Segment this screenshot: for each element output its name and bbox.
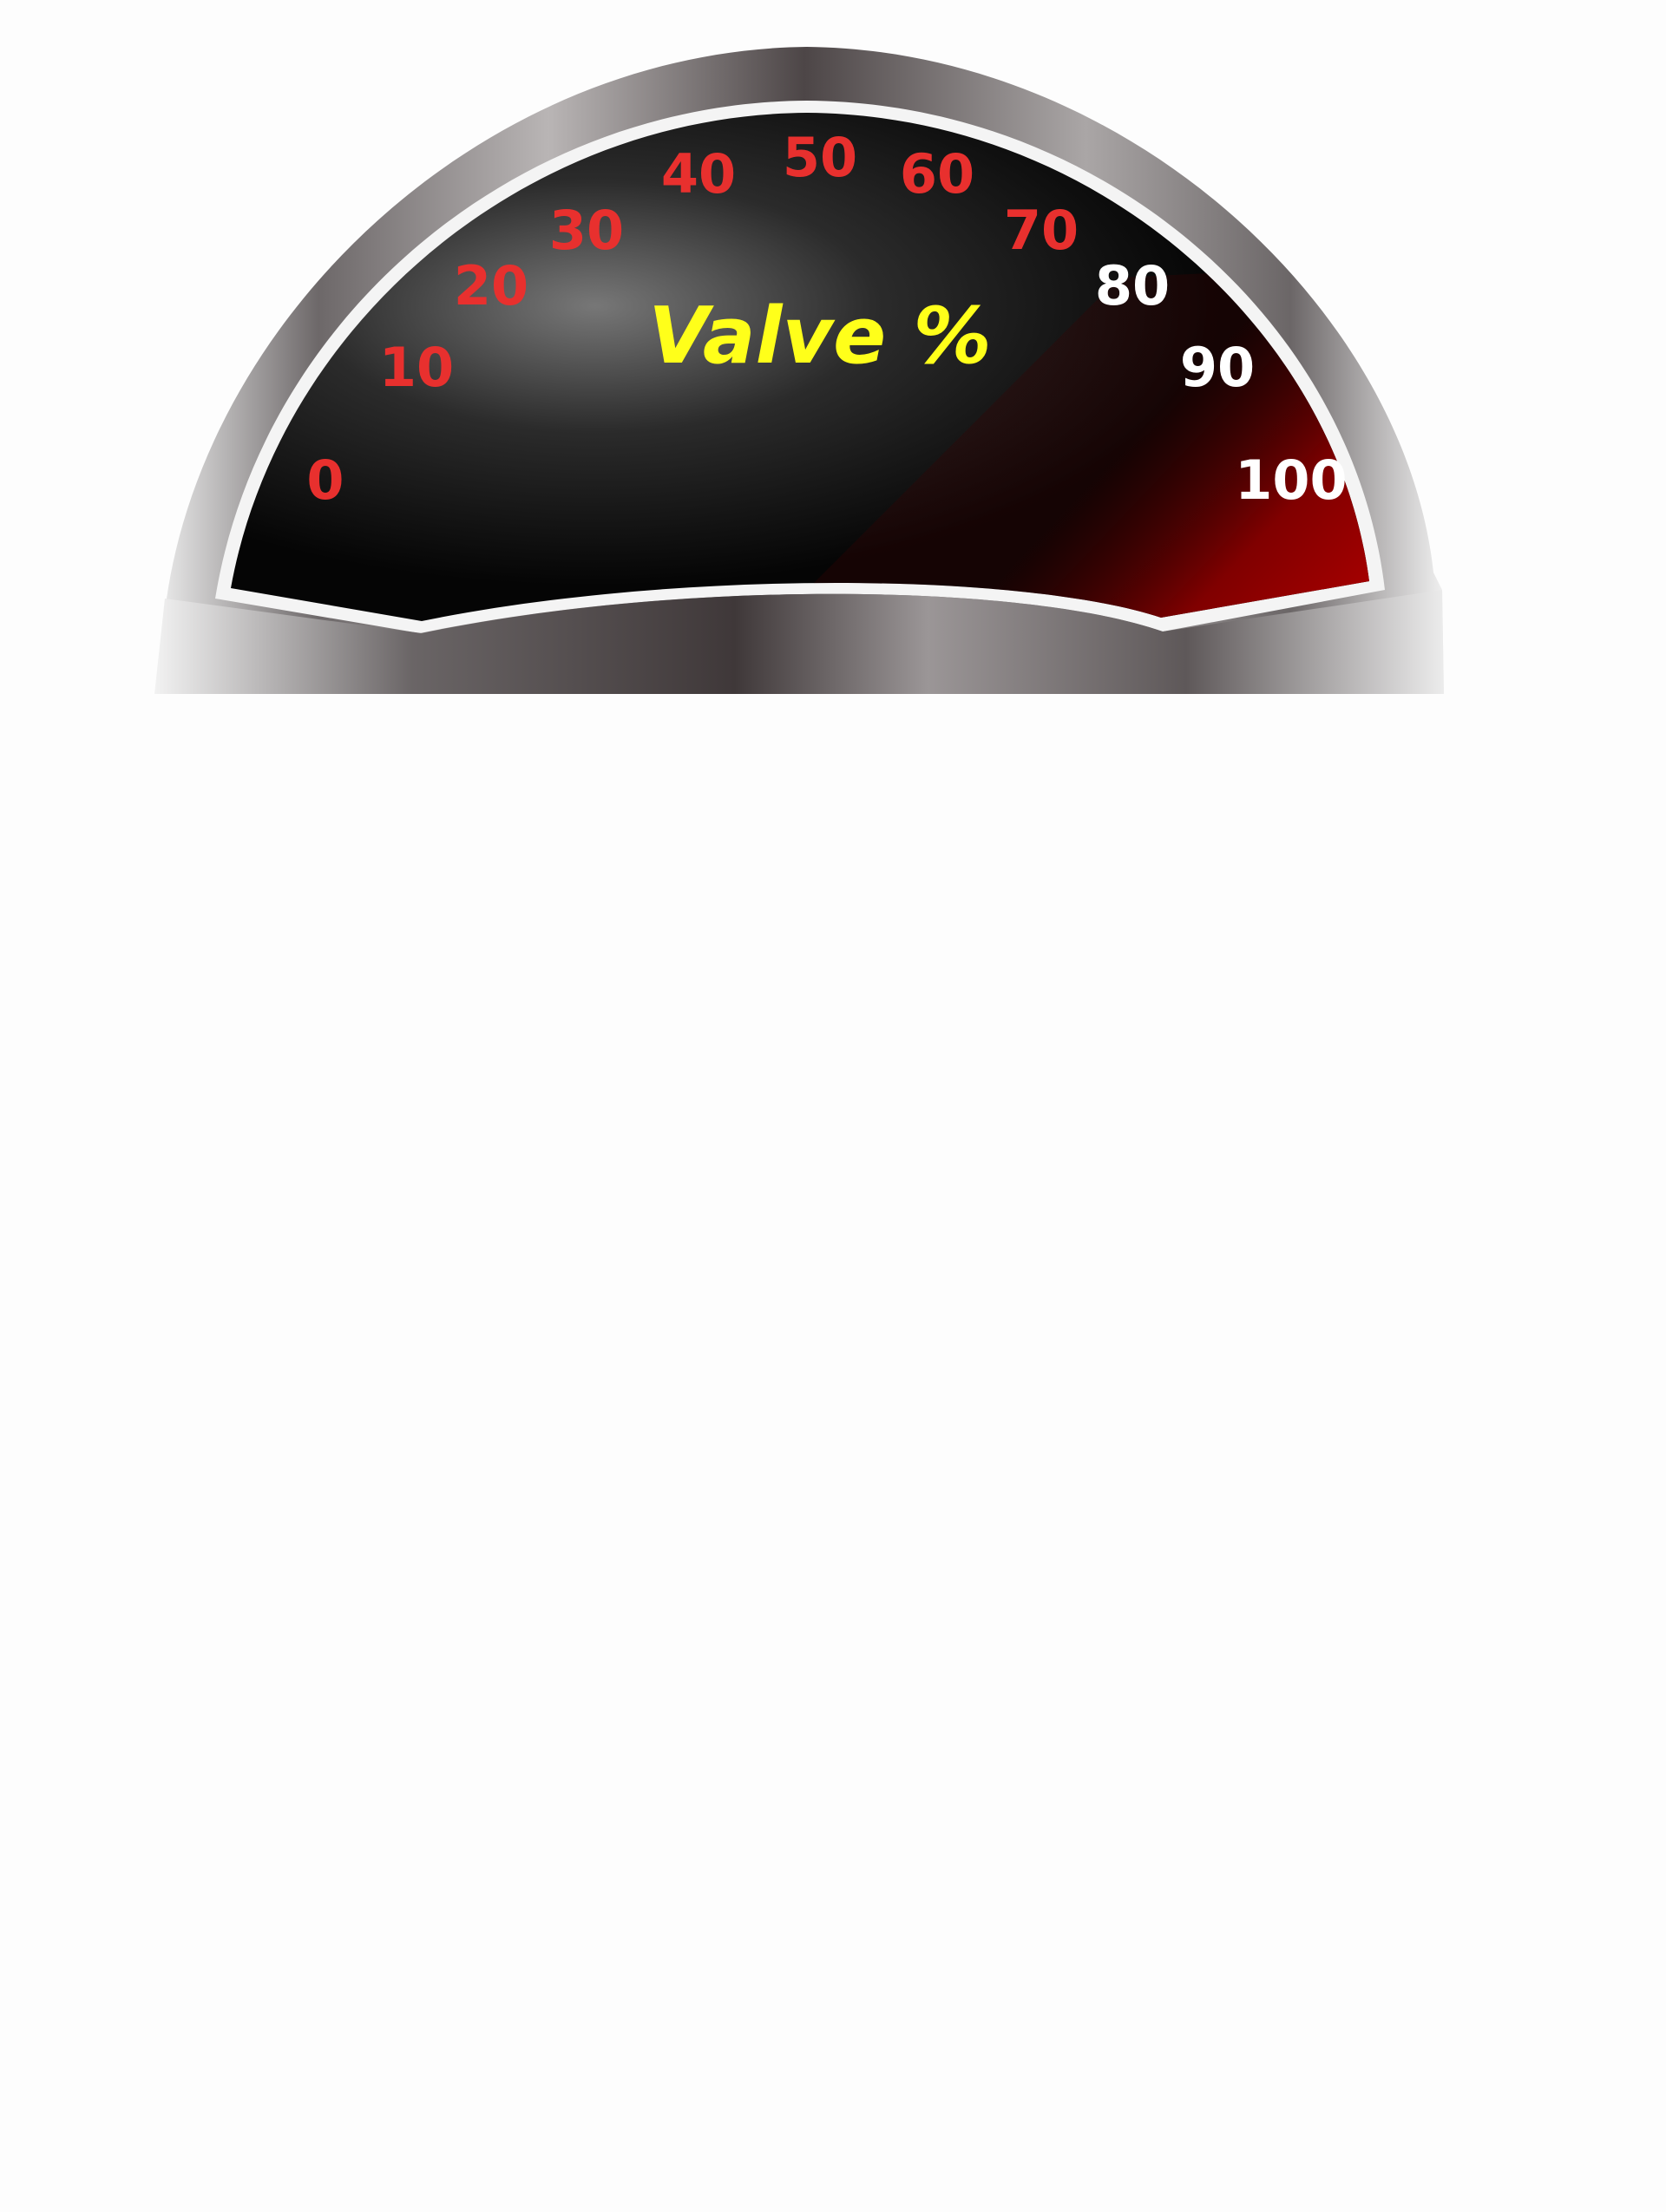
tick-label-30: 30: [549, 199, 624, 262]
tick-label-20: 20: [454, 254, 528, 317]
gauge-base: [154, 590, 1444, 694]
tick-label-0: 0: [306, 448, 344, 512]
tick-label-50: 50: [783, 126, 857, 189]
gauge-title: Valve %: [648, 291, 991, 382]
tick-label-10: 10: [379, 336, 454, 399]
tick-label-80: 80: [1095, 254, 1170, 317]
tick-label-40: 40: [661, 142, 736, 206]
tick-label-90: 90: [1180, 336, 1255, 399]
tick-label-60: 60: [900, 142, 974, 206]
tick-label-70: 70: [1004, 199, 1079, 262]
tick-label-100: 100: [1235, 448, 1347, 512]
